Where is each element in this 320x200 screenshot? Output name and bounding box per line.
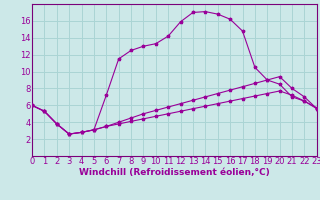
X-axis label: Windchill (Refroidissement éolien,°C): Windchill (Refroidissement éolien,°C) (79, 168, 270, 177)
